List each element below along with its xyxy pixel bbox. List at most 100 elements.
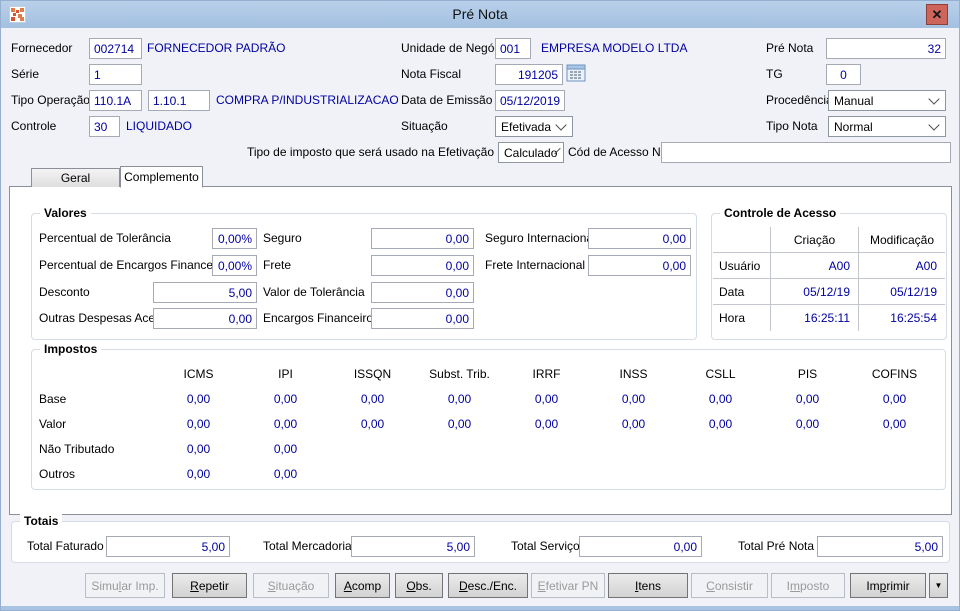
controle-acesso-title: Controle de Acesso bbox=[720, 206, 840, 220]
impostos-value: 0,00 bbox=[851, 411, 938, 436]
valores-group-title: Valores bbox=[40, 206, 91, 220]
imprimir-button[interactable]: Imprimir bbox=[850, 573, 926, 598]
imposto-button: Imposto bbox=[771, 573, 845, 598]
nota-fiscal-input[interactable] bbox=[495, 64, 563, 85]
nota-fiscal-lookup-icon[interactable] bbox=[566, 64, 586, 82]
impostos-col-header: COFINS bbox=[851, 361, 938, 386]
impostos-row-label: Valor bbox=[39, 411, 155, 436]
total-pre-nota-input[interactable] bbox=[817, 536, 943, 557]
impostos-value: 0,00 bbox=[416, 386, 503, 411]
tab-geral[interactable]: Geral bbox=[31, 168, 120, 187]
impostos-value: 0,00 bbox=[329, 386, 416, 411]
impostos-value: 0,00 bbox=[503, 411, 590, 436]
controle-label: Controle bbox=[11, 116, 56, 137]
unidade-negocio-name: EMPRESA MODELO LTDA bbox=[541, 38, 687, 59]
frete-label: Frete bbox=[263, 255, 291, 276]
impostos-value: 0,00 bbox=[242, 386, 329, 411]
total-servico-input[interactable] bbox=[579, 536, 702, 557]
desc-enc-button[interactable]: Desc./Enc. bbox=[448, 573, 528, 598]
seguro-input[interactable] bbox=[371, 228, 474, 249]
fornecedor-code-input[interactable] bbox=[89, 38, 142, 59]
window-bottom-border bbox=[1, 606, 959, 610]
serie-input[interactable] bbox=[89, 64, 142, 85]
situacao-select[interactable]: Efetivada bbox=[495, 116, 573, 137]
impostos-row-label: Outros bbox=[39, 461, 155, 486]
simular-imp-button: Simular Imp. bbox=[85, 573, 165, 598]
impostos-col-header: PIS bbox=[764, 361, 851, 386]
ca-corner-cell bbox=[713, 227, 771, 253]
pre-nota-label: Pré Nota bbox=[766, 38, 813, 59]
outras-despesas-label: Outras Despesas Aces. bbox=[39, 308, 164, 329]
impostos-value: 0,00 bbox=[155, 411, 242, 436]
controle-input[interactable] bbox=[89, 116, 120, 137]
ca-row-label: Data bbox=[713, 279, 771, 305]
total-mercadorias-input[interactable] bbox=[351, 536, 475, 557]
impostos-value: 0,00 bbox=[590, 386, 677, 411]
controle-status: LIQUIDADO bbox=[126, 116, 192, 137]
obs-button[interactable]: Obs. bbox=[395, 573, 443, 598]
impostos-table: ICMS IPI ISSQN Subst. Trib. IRRF INSS CS… bbox=[39, 361, 938, 486]
tipo-nota-label: Tipo Nota bbox=[766, 116, 818, 137]
situacao-button: Situação bbox=[253, 573, 329, 598]
more-actions-button[interactable]: ▼ bbox=[929, 573, 948, 598]
procedencia-select[interactable]: Manual bbox=[828, 90, 946, 111]
tipo-operacao-desc: COMPRA P/INDUSTRIALIZACAO C/ICMS ( bbox=[216, 90, 400, 111]
ca-usuario-criacao: A00 bbox=[771, 253, 859, 279]
tg-input[interactable] bbox=[826, 64, 861, 85]
percentual-encargos-label: Percentual de Encargos Financeiros bbox=[39, 255, 232, 276]
situacao-value: Efetivada bbox=[501, 120, 551, 134]
close-button[interactable]: ✕ bbox=[926, 4, 948, 25]
ca-data-criacao: 05/12/19 bbox=[771, 279, 859, 305]
impostos-group-title: Impostos bbox=[40, 342, 101, 356]
impostos-value: 0,00 bbox=[764, 386, 851, 411]
outras-despesas-input[interactable] bbox=[153, 308, 257, 329]
seguro-internacional-input[interactable] bbox=[588, 228, 691, 249]
chevron-down-icon bbox=[928, 93, 939, 104]
frete-internacional-label: Frete Internacional bbox=[485, 255, 585, 276]
repetir-button[interactable]: Repetir bbox=[172, 573, 247, 598]
pre-nota-input[interactable] bbox=[826, 38, 946, 59]
impostos-col-header: ICMS bbox=[155, 361, 242, 386]
ca-col-modificacao: Modificação bbox=[859, 227, 945, 253]
impostos-value: 0,00 bbox=[590, 411, 677, 436]
impostos-col-header: CSLL bbox=[677, 361, 764, 386]
data-emissao-input[interactable] bbox=[495, 90, 565, 111]
total-faturado-input[interactable] bbox=[106, 536, 230, 557]
frete-input[interactable] bbox=[371, 255, 474, 276]
encargos-financeiros-input[interactable] bbox=[371, 308, 474, 329]
desconto-input[interactable] bbox=[153, 282, 257, 303]
itens-button[interactable]: Itens bbox=[608, 573, 688, 598]
nota-fiscal-label: Nota Fiscal bbox=[401, 64, 461, 85]
percentual-tolerancia-label: Percentual de Tolerância bbox=[39, 228, 171, 249]
impostos-value: 0,00 bbox=[329, 411, 416, 436]
total-servico-label: Total Serviço bbox=[511, 536, 580, 557]
tipo-operacao-code1-input[interactable] bbox=[89, 90, 142, 111]
tipo-imposto-select[interactable]: Calculado bbox=[498, 142, 564, 163]
valor-tolerancia-input[interactable] bbox=[371, 282, 474, 303]
impostos-row-label: Base bbox=[39, 386, 155, 411]
tipo-nota-select[interactable]: Normal bbox=[828, 116, 946, 137]
ca-row-label: Hora bbox=[713, 305, 771, 331]
impostos-value: 0,00 bbox=[155, 461, 242, 486]
acomp-button[interactable]: Acomp bbox=[335, 573, 390, 598]
impostos-value: 0,00 bbox=[677, 411, 764, 436]
tab-complemento[interactable]: Complemento bbox=[120, 166, 203, 188]
ca-row-label: Usuário bbox=[713, 253, 771, 279]
impostos-value: 0,00 bbox=[242, 436, 329, 461]
unidade-negocio-label: Unidade de Negócio bbox=[401, 38, 510, 59]
percentual-tolerancia-input[interactable] bbox=[212, 228, 257, 249]
impostos-value: 0,00 bbox=[851, 386, 938, 411]
total-mercadorias-label: Total Mercadorias bbox=[263, 536, 358, 557]
efetivar-pn-button: Efetivar PN bbox=[531, 573, 605, 598]
tipo-operacao-code2-input[interactable] bbox=[148, 90, 210, 111]
impostos-col-header: INSS bbox=[590, 361, 677, 386]
unidade-negocio-input[interactable] bbox=[495, 38, 531, 59]
percentual-encargos-input[interactable] bbox=[212, 255, 257, 276]
tg-label: TG bbox=[766, 64, 783, 85]
cod-acesso-nfe-input[interactable] bbox=[661, 142, 951, 163]
cod-acesso-nfe-label: Cód de Acesso NFe bbox=[568, 142, 675, 163]
frete-internacional-input[interactable] bbox=[588, 255, 691, 276]
situacao-label: Situação bbox=[401, 116, 448, 137]
valor-tolerancia-label: Valor de Tolerância bbox=[263, 282, 365, 303]
fornecedor-name: FORNECEDOR PADRÃO bbox=[147, 38, 285, 59]
